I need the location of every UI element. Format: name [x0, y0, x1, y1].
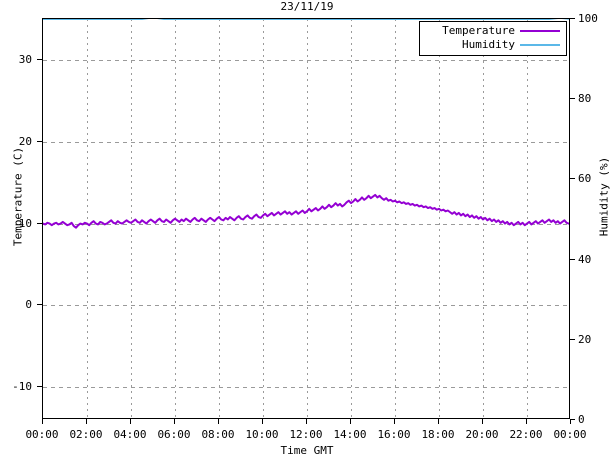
y-tick-label-right: 60 — [578, 172, 592, 185]
y-tick-label-right: 0 — [578, 413, 585, 426]
legend-swatch-temperature — [520, 30, 560, 32]
x-axis-title: Time GMT — [280, 444, 334, 457]
x-tick-label: 10:00 — [245, 428, 279, 441]
y-tick-mark-right — [570, 98, 575, 99]
x-tick-mark — [526, 419, 527, 424]
x-tick-mark — [482, 419, 483, 424]
y-tick-label-right: 20 — [578, 333, 592, 346]
chart-title: 23/11/19 — [280, 0, 334, 13]
y-tick-mark-left — [37, 304, 42, 305]
y-tick-mark-left — [37, 59, 42, 60]
x-tick-label: 22:00 — [509, 428, 543, 441]
x-tick-label: 00:00 — [25, 428, 59, 441]
y-tick-label-left: 20 — [18, 135, 32, 148]
y-tick-mark-right — [570, 178, 575, 179]
x-tick-label: 18:00 — [421, 428, 455, 441]
y-tick-label-left: 30 — [18, 53, 32, 66]
y-tick-mark-right — [570, 18, 575, 19]
legend-item-temperature: Temperature — [420, 24, 566, 38]
y-tick-label-left: -10 — [12, 380, 32, 393]
y-tick-mark-left — [37, 223, 42, 224]
y-tick-label-right: 40 — [578, 253, 592, 266]
x-tick-label: 14:00 — [333, 428, 367, 441]
x-tick-mark — [394, 419, 395, 424]
y-tick-mark-right — [570, 419, 575, 420]
y-tick-label-right: 80 — [578, 92, 592, 105]
x-tick-mark — [262, 419, 263, 424]
plot-area — [42, 18, 570, 419]
gridlines — [43, 19, 569, 418]
y-tick-mark-right — [570, 339, 575, 340]
y-tick-mark-left — [37, 386, 42, 387]
y-tick-mark-left — [37, 141, 42, 142]
legend-item-humidity: Humidity — [420, 38, 566, 52]
y-tick-label-left: 0 — [25, 298, 32, 311]
chart-legend: Temperature Humidity — [419, 21, 567, 56]
x-tick-mark — [130, 419, 131, 424]
x-tick-label: 12:00 — [289, 428, 323, 441]
y-axis-right-title: Humidity (%) — [597, 156, 611, 237]
x-tick-mark — [174, 419, 175, 424]
series-line-temperature — [43, 193, 569, 229]
legend-label-humidity: Humidity — [462, 38, 515, 51]
x-tick-mark — [86, 419, 87, 424]
x-tick-mark — [350, 419, 351, 424]
x-tick-mark — [218, 419, 219, 424]
x-tick-label: 04:00 — [113, 428, 147, 441]
y-tick-label-left: 10 — [18, 217, 32, 230]
x-tick-label: 20:00 — [465, 428, 499, 441]
x-tick-label: 06:00 — [157, 428, 191, 441]
legend-swatch-humidity — [520, 44, 560, 46]
x-tick-label: 02:00 — [69, 428, 103, 441]
y-tick-label-right: 100 — [578, 12, 598, 25]
x-tick-label: 08:00 — [201, 428, 235, 441]
x-tick-mark — [570, 419, 571, 424]
x-tick-label: 16:00 — [377, 428, 411, 441]
legend-label-temperature: Temperature — [442, 24, 515, 37]
x-tick-mark — [438, 419, 439, 424]
x-tick-label: 00:00 — [553, 428, 587, 441]
data-series — [43, 19, 569, 229]
x-tick-mark — [306, 419, 307, 424]
plot-svg — [43, 19, 569, 418]
y-tick-mark-right — [570, 259, 575, 260]
x-tick-mark — [42, 419, 43, 424]
